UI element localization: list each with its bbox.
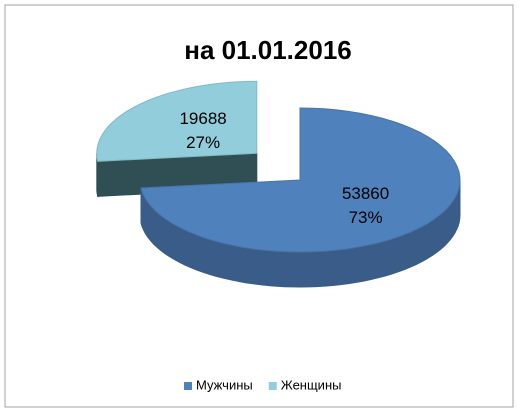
legend-swatch	[184, 382, 192, 390]
slice	[140, 107, 461, 253]
legend-label: Мужчины	[196, 377, 253, 392]
data-label: 53860	[342, 184, 389, 203]
legend-swatch	[268, 382, 277, 390]
data-label: 19688	[179, 109, 226, 128]
data-label-percent: 73%	[349, 208, 383, 227]
legend-label: Женщины	[281, 377, 342, 392]
slice	[96, 80, 258, 162]
chart-title: на 01.01.2016	[184, 35, 352, 65]
data-label-percent: 27%	[186, 133, 220, 152]
